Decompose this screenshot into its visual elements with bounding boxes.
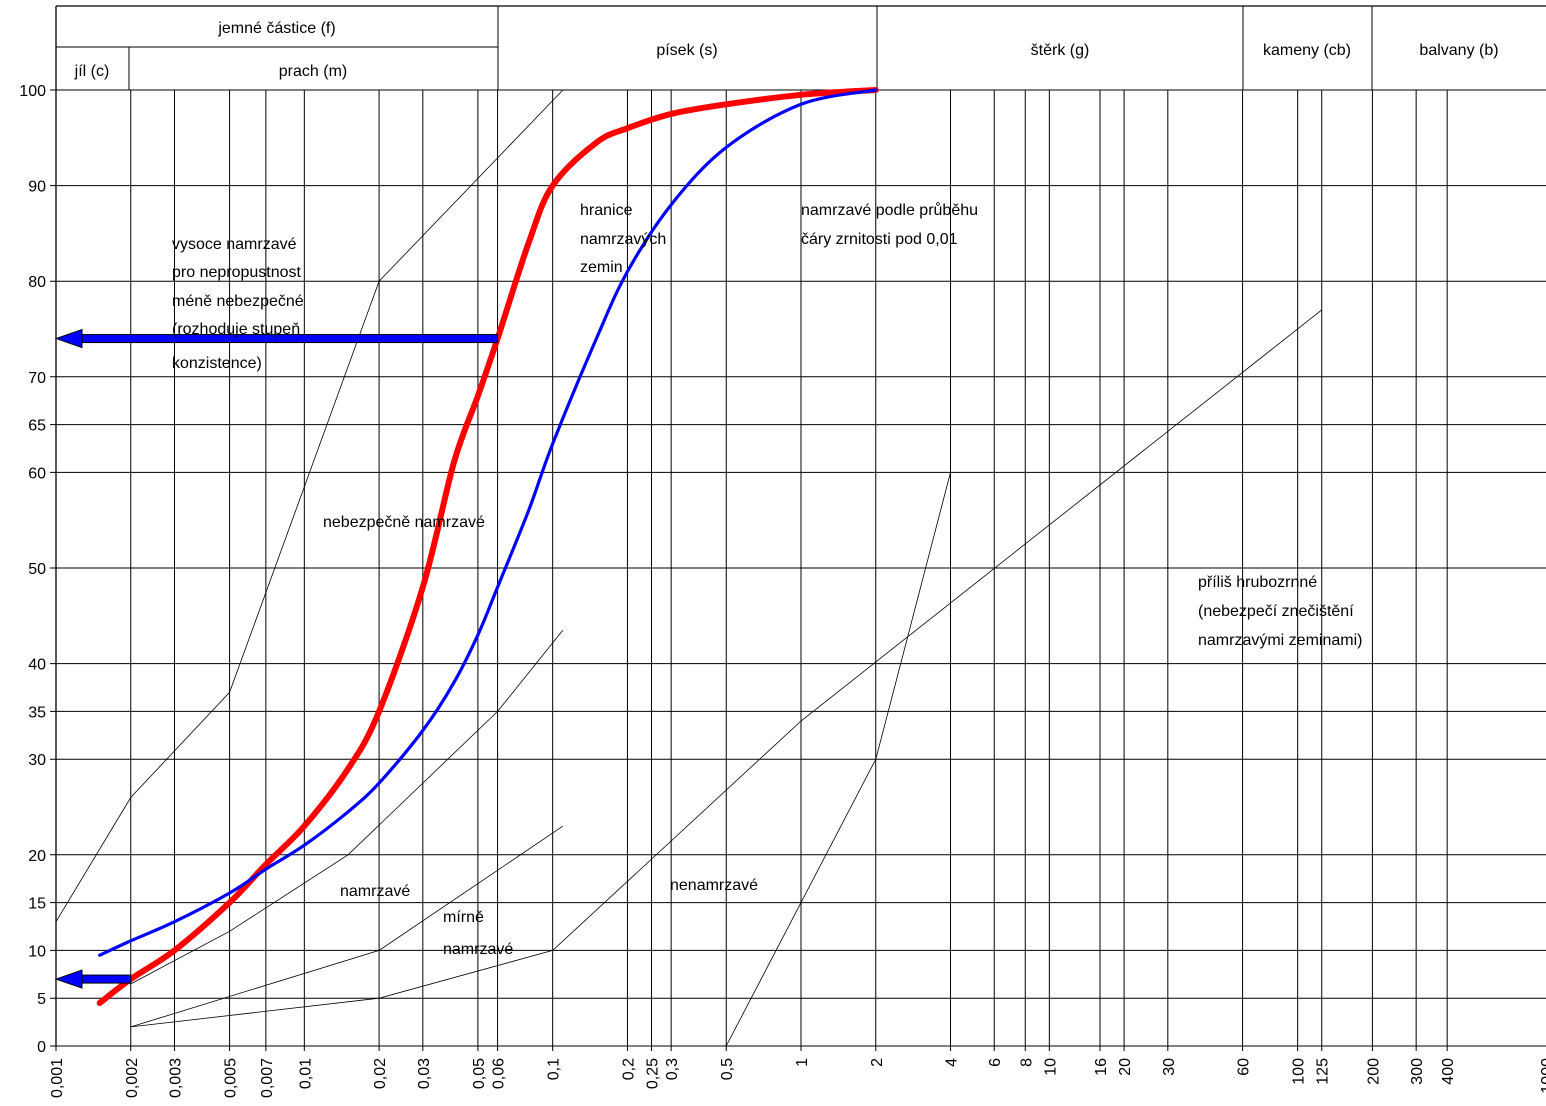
series <box>96 87 879 1006</box>
x-tick-label: 60 <box>1236 1058 1253 1076</box>
y-tick-label: 35 <box>28 704 46 721</box>
header-sand: písek (s) <box>656 42 717 59</box>
header-silt: prach (m) <box>279 63 347 80</box>
x-tick-label: 0,001 <box>49 1058 66 1098</box>
x-tick-label: 0,3 <box>664 1058 681 1080</box>
arrow-head <box>54 328 83 349</box>
y-tick-label: 90 <box>28 179 46 196</box>
boundary-line <box>130 629 564 985</box>
annotation-frost: namrzavé <box>340 883 410 900</box>
annotation-non-frost: nenamrzavé <box>670 877 758 894</box>
x-tick-label: 1 <box>794 1058 811 1067</box>
x-tick-label: 0,03 <box>416 1058 433 1089</box>
y-tick-label: 10 <box>28 943 46 960</box>
header-clay: jíl (c) <box>74 63 110 80</box>
annotation-frost-boundary: hranice namrzavých zemin <box>580 202 671 276</box>
x-tick-label: 0,5 <box>719 1058 736 1080</box>
x-tick-label: 2 <box>869 1058 886 1067</box>
boundary-line <box>130 825 564 1028</box>
y-tick-label: 5 <box>37 991 46 1008</box>
y-tick-label: 40 <box>28 657 46 674</box>
blue-grading-curve <box>98 88 878 957</box>
y-tick-label: 80 <box>28 274 46 291</box>
x-tick-label: 0,005 <box>223 1058 240 1098</box>
x-tick-label: 0,1 <box>546 1058 563 1080</box>
y-tick-label: 15 <box>28 896 46 913</box>
y-tick-label: 60 <box>28 465 46 482</box>
x-tick-label: 0,002 <box>124 1058 141 1098</box>
header-fine-particles: jemné částice (f) <box>217 20 335 37</box>
y-tick-label: 0 <box>37 1039 46 1056</box>
x-tick-label: 6 <box>987 1058 1004 1067</box>
y-tick-label: 50 <box>28 561 46 578</box>
annotations: vysoce namrzavé pro nepropustnost méně n… <box>172 201 1362 958</box>
x-tick-label: 0,01 <box>297 1058 314 1089</box>
y-tick-label: 65 <box>28 418 46 435</box>
x-tick-label: 1000 <box>1539 1058 1546 1094</box>
red-grading-curve <box>96 87 879 1006</box>
boundary-line <box>130 309 1322 1028</box>
x-tick-label: 0,003 <box>167 1058 184 1098</box>
x-tick-label: 10 <box>1042 1058 1059 1076</box>
y-tick-label: 20 <box>28 848 46 865</box>
soil-class-header: jemné částice (f) jíl (c) prach (m) píse… <box>55 5 1546 90</box>
y-tick-label: 100 <box>19 83 46 100</box>
header-gravel: štěrk (g) <box>1031 42 1090 59</box>
x-tick-label: 0,05 <box>471 1058 488 1089</box>
x-tick-label: 400 <box>1440 1058 1457 1085</box>
x-tick-label: 0,007 <box>259 1058 276 1098</box>
boundary-line <box>55 89 564 922</box>
annotation-slightly-frost: mírně namrzavé <box>443 909 513 958</box>
arrows <box>54 328 499 989</box>
annotation-dangerously-frost: nebezpečně namrzavé <box>323 514 485 531</box>
x-tick-label: 100 <box>1291 1058 1308 1085</box>
header-boulders: balvany (b) <box>1419 42 1498 59</box>
arrow-head <box>54 969 83 989</box>
boundary-line <box>725 472 951 1047</box>
x-tick-label: 0,2 <box>620 1058 637 1080</box>
y-tick-label: 30 <box>28 752 46 769</box>
arrow-shaft <box>81 974 132 984</box>
x-tick-label: 16 <box>1093 1058 1110 1076</box>
annotation-highly-frost: vysoce namrzavé pro nepropustnost méně n… <box>172 236 308 372</box>
x-tick-label: 125 <box>1315 1058 1332 1085</box>
x-tick-label: 30 <box>1161 1058 1178 1076</box>
boundary-lines <box>55 89 1322 1047</box>
x-tick-label: 4 <box>944 1058 961 1067</box>
x-tick-label: 0,06 <box>491 1058 508 1089</box>
x-tick-label: 0,25 <box>644 1058 661 1089</box>
x-tick-label: 300 <box>1409 1058 1426 1085</box>
y-tick-label: 70 <box>28 370 46 387</box>
x-tick-label: 200 <box>1365 1058 1382 1085</box>
grid: 0 5 10 15 20 30 35 40 50 60 65 70 80 90 100 0,001 0,002 0… <box>19 83 1546 1098</box>
header-cobbles: kameny (cb) <box>1263 42 1351 59</box>
annotation-too-coarse: příliš hrubozrnné (nebezpečí znečištění … <box>1198 574 1362 649</box>
x-tick-label: 20 <box>1117 1058 1134 1076</box>
x-tick-label: 0,02 <box>372 1058 389 1089</box>
x-tick-label: 8 <box>1018 1058 1035 1067</box>
annotation-frost-by-curve: namrzavé podle průběhu čáry zrnitosti po… <box>801 201 982 248</box>
